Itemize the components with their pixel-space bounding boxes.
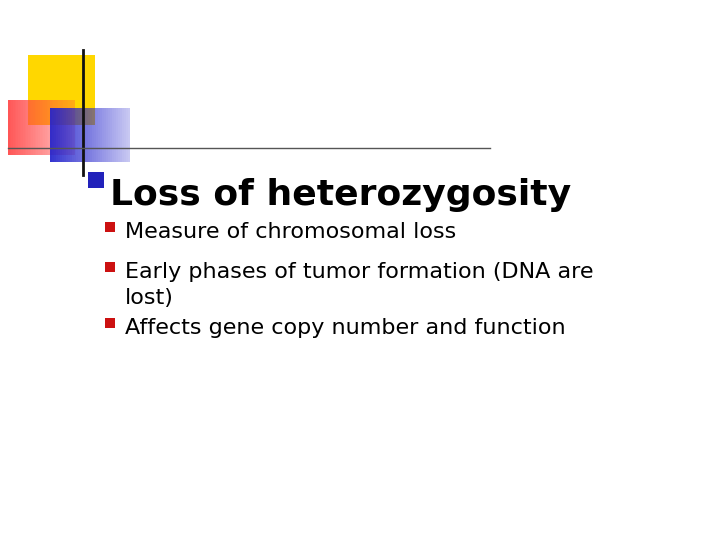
Bar	[105, 262, 115, 272]
Bar	[53, 100, 55, 155]
Bar	[32, 100, 33, 155]
Bar	[52, 108, 54, 162]
Bar	[114, 108, 116, 162]
Bar	[82, 108, 84, 162]
Bar	[56, 108, 58, 162]
Text: Measure of chromosomal loss: Measure of chromosomal loss	[125, 222, 456, 242]
Bar	[37, 100, 38, 155]
Bar	[45, 100, 47, 155]
Bar	[94, 108, 96, 162]
Bar	[8, 100, 9, 155]
Bar	[18, 100, 19, 155]
Bar	[22, 100, 23, 155]
Bar	[57, 100, 58, 155]
Bar	[14, 100, 17, 155]
Bar	[96, 108, 98, 162]
Bar	[19, 100, 22, 155]
Bar	[47, 100, 48, 155]
Bar	[65, 100, 67, 155]
Bar	[64, 108, 66, 162]
Bar	[12, 100, 13, 155]
Bar	[110, 108, 112, 162]
Bar	[33, 100, 35, 155]
Bar	[120, 108, 122, 162]
Bar	[55, 100, 57, 155]
Bar	[124, 108, 126, 162]
Bar	[13, 100, 14, 155]
Bar	[108, 108, 110, 162]
Bar	[28, 55, 95, 125]
Bar	[126, 108, 128, 162]
Bar	[88, 108, 90, 162]
Bar	[74, 108, 76, 162]
Bar	[86, 108, 88, 162]
Bar	[72, 108, 74, 162]
Bar	[35, 100, 37, 155]
Bar	[128, 108, 130, 162]
Bar	[68, 100, 70, 155]
Bar	[50, 108, 52, 162]
Bar	[54, 108, 56, 162]
Bar	[63, 100, 65, 155]
Bar	[76, 108, 78, 162]
Bar	[105, 318, 115, 328]
Bar	[112, 108, 114, 162]
Bar	[122, 108, 124, 162]
Bar	[58, 108, 60, 162]
Bar	[52, 100, 53, 155]
Bar	[42, 100, 43, 155]
Bar	[50, 100, 52, 155]
Bar	[60, 100, 62, 155]
Bar	[24, 100, 27, 155]
Bar	[104, 108, 106, 162]
Bar	[92, 108, 94, 162]
Bar	[106, 108, 108, 162]
Bar	[62, 100, 63, 155]
Bar	[118, 108, 120, 162]
Bar	[40, 100, 42, 155]
Text: Affects gene copy number and function: Affects gene copy number and function	[125, 318, 566, 338]
Bar	[68, 108, 70, 162]
Bar	[67, 100, 68, 155]
Bar	[88, 172, 104, 188]
Bar	[38, 100, 40, 155]
Bar	[17, 100, 18, 155]
Bar	[102, 108, 104, 162]
Bar	[9, 100, 12, 155]
Bar	[60, 108, 62, 162]
Bar	[70, 108, 72, 162]
Bar	[90, 108, 92, 162]
Bar	[116, 108, 118, 162]
Bar	[66, 108, 68, 162]
Text: Early phases of tumor formation (DNA are
lost): Early phases of tumor formation (DNA are…	[125, 262, 593, 308]
Bar	[78, 108, 80, 162]
Bar	[73, 100, 75, 155]
Bar	[23, 100, 24, 155]
Bar	[43, 100, 45, 155]
Bar	[80, 108, 82, 162]
Bar	[58, 100, 60, 155]
Bar	[72, 100, 73, 155]
Bar	[30, 100, 32, 155]
Bar	[98, 108, 100, 162]
Bar	[105, 222, 115, 232]
Bar	[62, 108, 64, 162]
Bar	[70, 100, 72, 155]
Bar	[28, 100, 30, 155]
Bar	[84, 108, 86, 162]
Bar	[27, 100, 28, 155]
Text: Loss of heterozygosity: Loss of heterozygosity	[110, 178, 571, 212]
Bar	[48, 100, 50, 155]
Bar	[100, 108, 102, 162]
